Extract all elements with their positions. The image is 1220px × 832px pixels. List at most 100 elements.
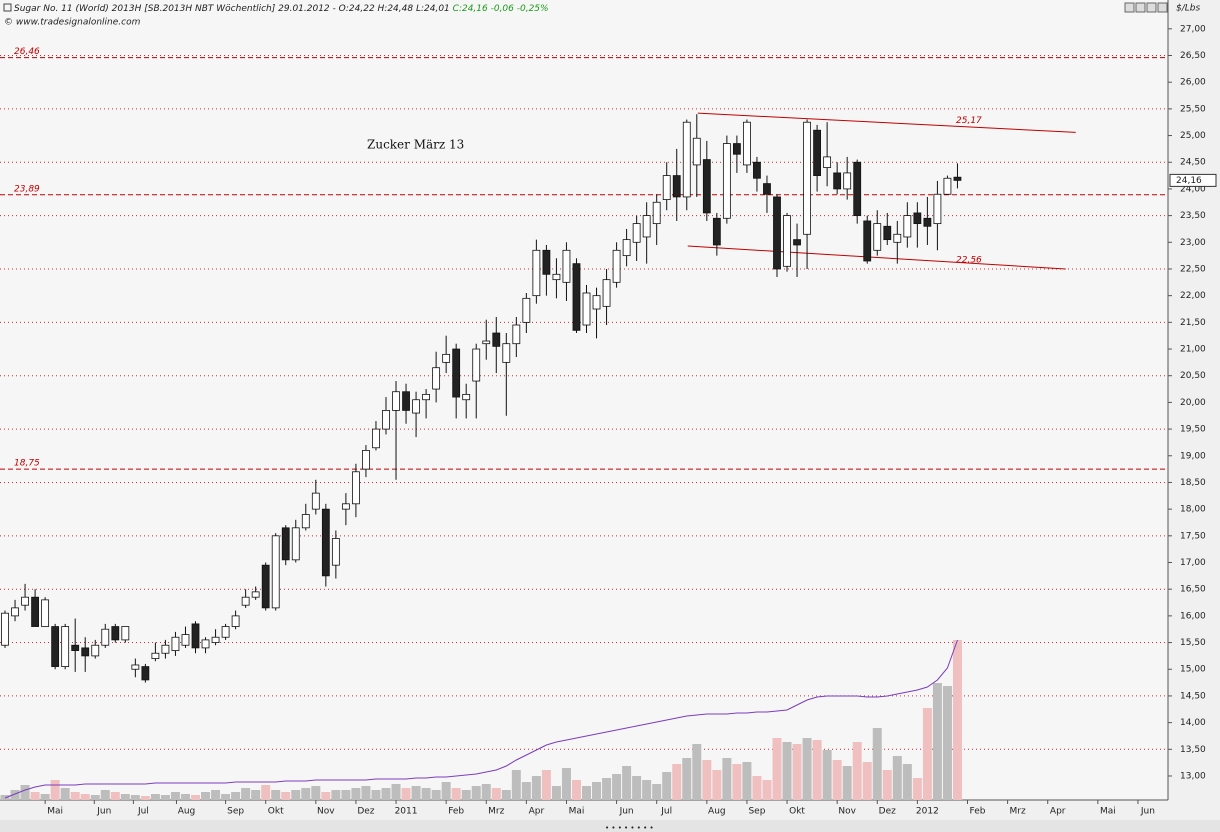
candle-body bbox=[131, 664, 140, 670]
volume-bar bbox=[662, 772, 672, 800]
volume-bar bbox=[692, 744, 702, 800]
y-tick-label: 23,50 bbox=[1180, 211, 1206, 221]
candle-body bbox=[813, 129, 821, 176]
volume-bar bbox=[30, 792, 40, 800]
volume-bar bbox=[942, 686, 952, 800]
candle-body bbox=[211, 636, 220, 643]
candle-body bbox=[31, 596, 39, 627]
y-tick-label: 17,50 bbox=[1180, 531, 1206, 541]
volume-bar bbox=[100, 790, 110, 800]
candle-body bbox=[291, 527, 300, 561]
y-tick-label: 18,00 bbox=[1180, 505, 1206, 515]
candle-body bbox=[632, 223, 641, 243]
volume-bar bbox=[431, 790, 441, 800]
candle-body bbox=[722, 143, 731, 219]
scroll-grip[interactable]: • • • • • • • • bbox=[605, 824, 654, 832]
volume-bar bbox=[441, 782, 451, 800]
candle-body bbox=[612, 249, 621, 283]
candle-body bbox=[412, 399, 420, 414]
volume-bar bbox=[361, 786, 371, 800]
candle-body bbox=[402, 391, 410, 411]
y-tick-label: 26,00 bbox=[1180, 78, 1206, 88]
volume-bar bbox=[291, 790, 301, 800]
btn-left[interactable] bbox=[1124, 2, 1135, 13]
volume-bar bbox=[50, 780, 60, 800]
volume-bar bbox=[541, 770, 551, 800]
y-tick-label: 15,50 bbox=[1180, 638, 1206, 648]
candle-body bbox=[482, 340, 491, 345]
volume-bar bbox=[411, 786, 421, 800]
volume-bar bbox=[551, 786, 561, 800]
volume-bar bbox=[471, 786, 481, 800]
candle-body bbox=[171, 636, 180, 651]
volume-bar bbox=[491, 788, 501, 800]
volume-bar bbox=[501, 790, 511, 800]
toolbar bbox=[1124, 2, 1168, 13]
candle-body bbox=[893, 233, 902, 243]
x-tick-label: Mai bbox=[47, 807, 63, 817]
y-tick-label: 25,50 bbox=[1180, 104, 1206, 114]
x-tick-label: Jun bbox=[1140, 807, 1155, 817]
x-tick-label: Mai bbox=[1100, 807, 1116, 817]
volume-bar bbox=[110, 792, 120, 800]
candle-body bbox=[151, 652, 160, 659]
volume-bar bbox=[912, 778, 922, 800]
x-tick-label: Jul bbox=[660, 807, 672, 817]
candle-body bbox=[432, 367, 441, 390]
source: © www.tradesignalonline.com bbox=[4, 18, 141, 28]
volume-bar bbox=[20, 785, 30, 800]
trendline bbox=[697, 112, 1076, 133]
x-tick-label: Mai bbox=[569, 807, 585, 817]
trendline bbox=[687, 245, 1066, 270]
volume-bar bbox=[802, 738, 812, 800]
y-tick-label: 26,50 bbox=[1180, 51, 1206, 61]
x-tick-label: Feb bbox=[448, 807, 464, 817]
candle-body bbox=[462, 393, 471, 401]
candle-body bbox=[903, 215, 912, 238]
x-tick-label: 2011 bbox=[395, 807, 418, 817]
y-tick-label: 15,00 bbox=[1180, 665, 1206, 675]
title-change: C:24,16 -0,06 -0,25% bbox=[453, 4, 549, 14]
scrollbar[interactable] bbox=[0, 820, 1220, 832]
candle-body bbox=[352, 471, 360, 505]
candle-body bbox=[321, 508, 330, 577]
candle-body bbox=[793, 239, 801, 246]
volume-bar bbox=[872, 728, 882, 800]
candle-body bbox=[221, 626, 230, 638]
volume-bar bbox=[632, 776, 642, 800]
volume-bar bbox=[371, 790, 381, 800]
y-tick-label: 25,00 bbox=[1180, 131, 1206, 141]
candle-body bbox=[853, 161, 862, 217]
candle-body bbox=[502, 343, 511, 363]
candle-body bbox=[121, 626, 130, 641]
volume-bar bbox=[331, 790, 341, 800]
y-tick-label: 22,50 bbox=[1180, 264, 1206, 274]
volume-bar bbox=[351, 788, 361, 800]
x-tick-label: Nov bbox=[317, 807, 335, 817]
candle-body bbox=[231, 615, 240, 627]
x-tick-label: Sep bbox=[227, 807, 244, 817]
y-tick-label: 24,50 bbox=[1180, 158, 1206, 168]
candle-body bbox=[823, 156, 832, 168]
candle-body bbox=[161, 644, 170, 654]
candle-body bbox=[522, 297, 531, 323]
y-tick-label: 19,00 bbox=[1180, 451, 1206, 461]
volume-bar bbox=[902, 764, 912, 800]
x-tick-label: Dez bbox=[357, 807, 374, 817]
x-tick-label: Apr bbox=[1050, 807, 1066, 817]
level-label: 23,89 bbox=[14, 184, 40, 194]
btn-close[interactable] bbox=[1157, 2, 1168, 13]
candle-body bbox=[111, 626, 120, 641]
volume-bar bbox=[271, 790, 281, 800]
candle-body bbox=[702, 159, 711, 214]
candle-body bbox=[392, 391, 400, 411]
btn-restore[interactable] bbox=[1146, 2, 1157, 13]
volume-bar bbox=[160, 795, 170, 800]
candle-body bbox=[773, 196, 781, 270]
btn-right[interactable] bbox=[1135, 2, 1146, 13]
volume-bar bbox=[321, 792, 331, 800]
x-tick-label: Aug bbox=[708, 807, 726, 817]
volume-bar bbox=[622, 766, 632, 800]
volume-bar bbox=[642, 780, 652, 800]
